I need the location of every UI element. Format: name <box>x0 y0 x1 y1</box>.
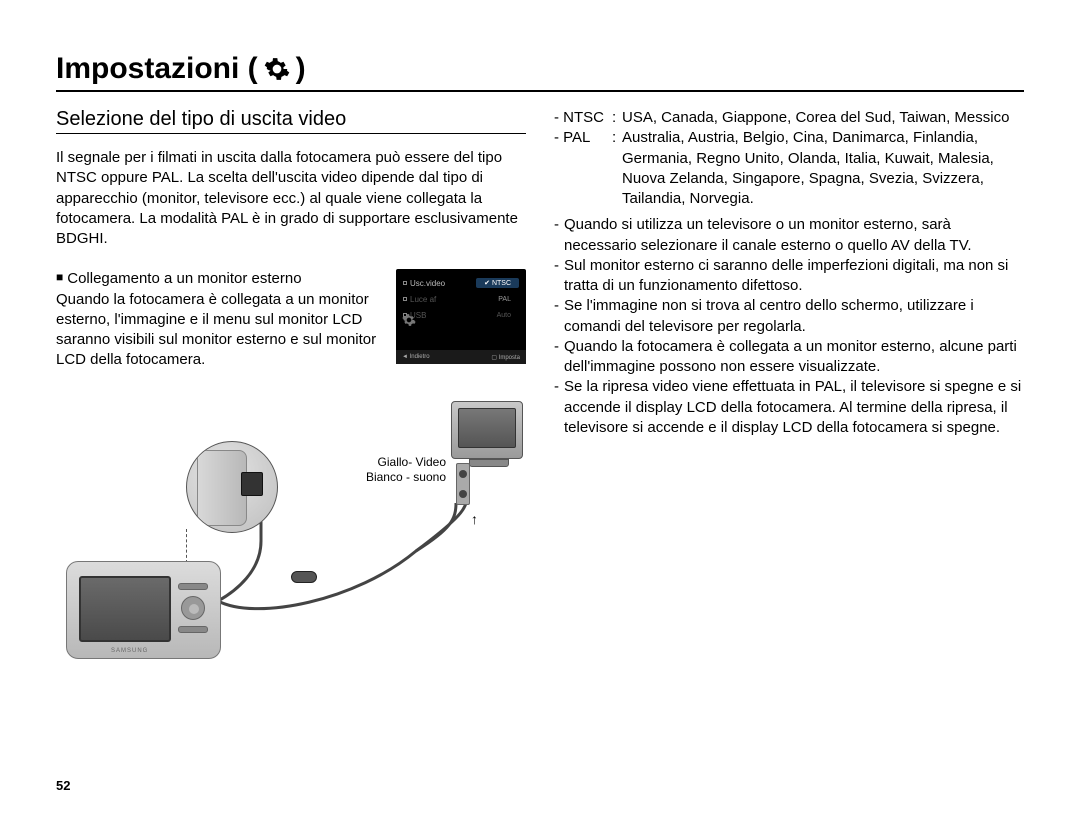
camera-port-detail-icon <box>186 441 278 533</box>
note-item: -Sul monitor esterno ci saranno delle im… <box>554 256 1024 297</box>
lcd-option-ntsc: ✔NTSC <box>476 278 519 288</box>
ntsc-row: - NTSC : USA, Canada, Giappone, Corea de… <box>554 108 1024 128</box>
lcd-row2-label: Luce af <box>410 295 436 304</box>
pal-key: - PAL <box>554 128 612 209</box>
intro-paragraph: Il segnale per i filmati in uscita dalla… <box>56 148 526 249</box>
lcd-option-auto: Auto <box>489 311 519 320</box>
arrow-up-icon: ↑ <box>471 511 478 527</box>
leader-line-icon <box>186 529 187 563</box>
connection-body: Quando la fotocamera è collegata a un mo… <box>56 291 376 369</box>
note-item: -Quando si utilizza un televisore o un m… <box>554 215 1024 256</box>
camera-brand-label: SAMSUNG <box>111 648 148 654</box>
section-heading: Selezione del tipo di uscita video <box>56 108 526 134</box>
note-item: -Quando la fotocamera è collegata a un m… <box>554 337 1024 378</box>
label-yellow-video: Giallo- Video <box>366 455 446 471</box>
note-item: -Se la ripresa video viene effettuata in… <box>554 377 1024 438</box>
connector-labels: Giallo- Video Bianco - suono <box>366 455 446 486</box>
pal-row: - PAL : Australia, Austria, Belgio, Cina… <box>554 128 1024 209</box>
lcd-row1-label: Usc.video <box>410 279 445 288</box>
menu-marker-icon <box>403 297 407 301</box>
connection-diagram: ↑ Giallo- Video Bianco - suono <box>56 401 526 641</box>
label-white-audio: Bianco - suono <box>366 470 446 486</box>
title-close: ) <box>296 52 306 86</box>
camera-rear-icon: SAMSUNG <box>66 561 221 659</box>
lcd-footer-set: ▢ Imposta <box>491 354 520 361</box>
page-title: Impostazioni ( ) <box>56 52 1024 86</box>
gear-icon <box>264 56 290 82</box>
note-item: -Se l'immagine non si trova al centro de… <box>554 296 1024 337</box>
lcd-menu-screenshot: Usc.video ✔NTSC Luce af PAL USB Auto ◄ I… <box>396 269 526 364</box>
page-number: 52 <box>56 778 70 793</box>
lcd-footer-back: ◄ Indietro <box>402 354 430 360</box>
ferrite-core-icon <box>291 571 317 583</box>
ntsc-key: - NTSC <box>554 108 612 128</box>
gear-icon <box>402 313 416 329</box>
av-connector-icon <box>456 463 470 505</box>
square-bullet-icon: ■ <box>56 270 63 284</box>
connection-text: ■ Collegamento a un monitor esterno Quand… <box>56 269 386 370</box>
menu-marker-icon <box>403 281 407 285</box>
ntsc-countries: USA, Canada, Giappone, Corea del Sud, Ta… <box>622 108 1024 128</box>
lcd-option-pal: PAL <box>490 295 519 304</box>
pal-countries: Australia, Austria, Belgio, Cina, Danima… <box>622 128 1024 209</box>
connection-heading: Collegamento a un monitor esterno <box>67 270 301 287</box>
title-text: Impostazioni ( <box>56 52 258 86</box>
title-rule <box>56 90 1024 92</box>
check-icon: ✔ <box>484 280 490 287</box>
